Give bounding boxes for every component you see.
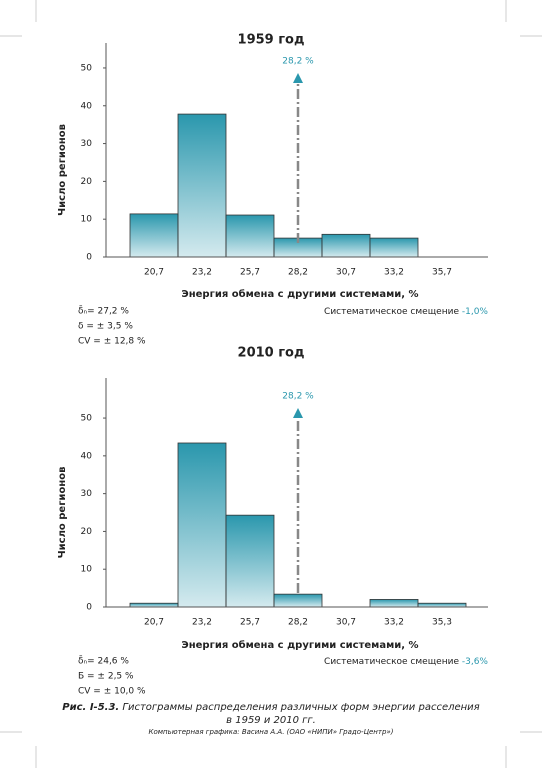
stat: δ̄ₙ= 27,2 % (78, 305, 129, 317)
caption: Рис. I-5.3. Гистограммы распределения ра… (62, 702, 479, 713)
annotation-arrow (293, 73, 303, 83)
y-tick-label: 40 (81, 451, 93, 461)
bar (369, 599, 419, 608)
x-tick-label: 25,7 (240, 268, 260, 278)
x-tick-label: 35,3 (432, 618, 452, 628)
y-tick-label: 30 (81, 139, 93, 149)
stat: δ̄ₙ= 24,6 % (78, 655, 129, 667)
caption-text: Гистограммы распределения различных форм… (122, 702, 479, 713)
x-tick-label: 20,7 (144, 268, 164, 278)
bias-label: Систематическое смещение (324, 657, 459, 667)
bias-value: -1,0% (462, 307, 489, 317)
x-tick-label: 28,2 (288, 268, 308, 278)
y-tick-label: 0 (86, 603, 92, 613)
stat: CV = ± 12,8 % (78, 337, 146, 347)
x-tick-label: 30,7 (336, 618, 356, 628)
stat: δ = ± 3,5 % (78, 322, 133, 332)
bar (129, 602, 179, 608)
x-tick-label: 20,7 (144, 618, 164, 628)
credit: Компьютерная графика: Васина А.А. (ОАО «… (149, 728, 394, 736)
bias-label: Систематическое смещение (324, 307, 459, 317)
stat: CV = ± 10,0 % (78, 687, 146, 697)
x-axis-title: Энергия обмена с другими системами, % (181, 288, 418, 300)
y-axis-title: Число регионов (57, 467, 68, 559)
bias-value: -3,6% (462, 657, 489, 667)
bar (129, 213, 179, 258)
y-tick-label: 20 (81, 177, 93, 187)
caption-text: в 1959 и 2010 гг. (226, 715, 316, 726)
y-tick-label: 40 (81, 101, 93, 111)
x-tick-label: 33,2 (384, 268, 404, 278)
y-tick-label: 20 (81, 527, 93, 537)
bar (225, 514, 275, 608)
y-tick-label: 0 (86, 253, 92, 263)
x-tick-label: 30,7 (336, 268, 356, 278)
y-axis-title: Число регионов (57, 124, 68, 216)
x-tick-label: 25,7 (240, 618, 260, 628)
stat: Б = ± 2,5 % (78, 672, 134, 682)
y-tick-label: 10 (81, 215, 93, 225)
chart-title: 1959 год (238, 33, 305, 48)
y-tick-label: 50 (81, 63, 93, 73)
bias: Систематическое смещение -1,0% (324, 307, 488, 317)
caption-number: Рис. I-5.3. (62, 702, 119, 713)
bias: Систематическое смещение -3,6% (324, 657, 488, 667)
annotation-arrow (293, 408, 303, 418)
bar (273, 593, 323, 608)
x-tick-label: 28,2 (288, 618, 308, 628)
y-tick-label: 30 (81, 489, 93, 499)
bar (321, 233, 371, 258)
bar (177, 442, 227, 608)
bar (177, 113, 227, 258)
bar (369, 237, 419, 258)
y-tick-label: 10 (81, 565, 93, 575)
x-tick-label: 23,2 (192, 618, 212, 628)
annotation: 28,2 % (282, 392, 314, 402)
x-tick-label: 23,2 (192, 268, 212, 278)
bar (417, 602, 467, 608)
annotation: 28,2 % (282, 57, 314, 67)
x-axis-title: Энергия обмена с другими системами, % (181, 639, 418, 651)
x-tick-label: 35,7 (432, 268, 452, 278)
x-tick-label: 33,2 (384, 618, 404, 628)
y-tick-label: 50 (81, 414, 93, 424)
bar (225, 214, 275, 258)
chart-title: 2010 год (238, 346, 305, 361)
